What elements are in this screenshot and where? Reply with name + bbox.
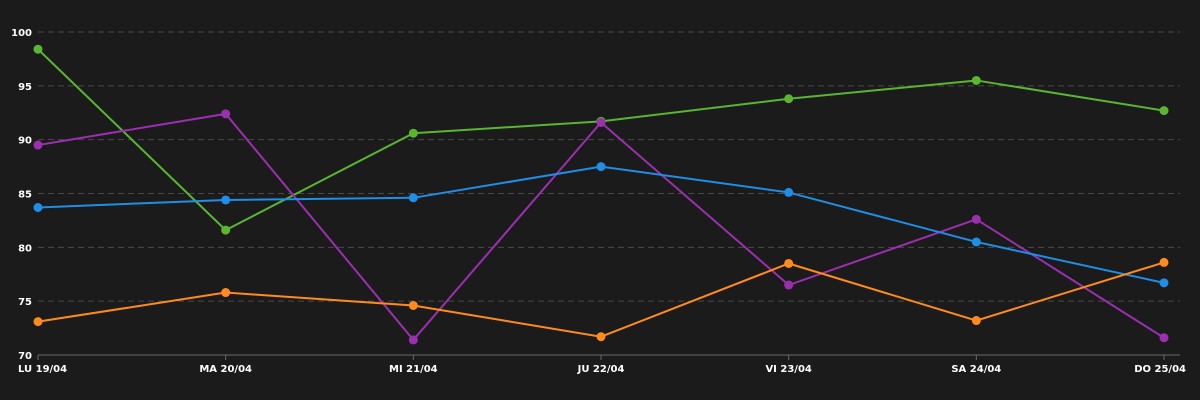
data-point-green[interactable]: [1159, 106, 1169, 116]
data-point-green[interactable]: [33, 44, 43, 54]
data-point-blue[interactable]: [33, 202, 43, 212]
data-point-blue[interactable]: [784, 187, 794, 197]
data-point-purple[interactable]: [33, 140, 43, 150]
x-tick-label: VI 23/04: [765, 364, 811, 375]
series-blue: [33, 162, 1169, 288]
data-point-green[interactable]: [408, 128, 418, 138]
y-tick-label: 100: [11, 28, 32, 39]
data-point-orange[interactable]: [784, 258, 794, 268]
x-tick-label: LU 19/04: [18, 364, 67, 375]
series-line-blue: [37, 165, 1165, 284]
data-point-blue[interactable]: [1159, 278, 1169, 288]
y-tick-label: 70: [18, 351, 32, 362]
y-tick-label: 90: [18, 136, 32, 147]
data-point-orange[interactable]: [33, 317, 43, 327]
series: [33, 44, 1169, 345]
data-point-purple[interactable]: [221, 109, 231, 119]
data-point-orange[interactable]: [1159, 257, 1169, 267]
data-point-blue[interactable]: [408, 193, 418, 203]
series-purple: [33, 109, 1169, 345]
data-point-purple[interactable]: [971, 214, 981, 224]
y-tick-label: 95: [18, 82, 32, 93]
series-line-purple: [37, 112, 1165, 342]
data-point-blue[interactable]: [971, 237, 981, 247]
data-point-blue[interactable]: [221, 195, 231, 205]
grid: [38, 31, 1180, 356]
series-line-orange: [37, 261, 1165, 338]
x-tick-label: DO 25/04: [1134, 364, 1186, 375]
data-point-green[interactable]: [221, 225, 231, 235]
y-tick-label: 80: [18, 243, 32, 254]
data-point-purple[interactable]: [1159, 333, 1169, 343]
y-axis-ticks: 70 75 80 85 90 95 100: [11, 28, 32, 362]
data-point-purple[interactable]: [784, 280, 794, 290]
x-tick-label: SA 24/04: [951, 364, 1001, 375]
data-point-green[interactable]: [784, 94, 794, 104]
x-tick-label: MA 20/04: [199, 364, 252, 375]
y-tick-label: 75: [18, 297, 32, 308]
data-point-orange[interactable]: [408, 300, 418, 310]
data-point-orange[interactable]: [221, 288, 231, 298]
data-point-purple[interactable]: [408, 335, 418, 345]
data-point-purple[interactable]: [596, 117, 606, 127]
series-orange: [33, 257, 1169, 342]
data-point-green[interactable]: [971, 75, 981, 85]
x-axis-ticks: LU 19/04 MA 20/04 MI 21/04 JU 22/04 VI 23/04…: [18, 355, 1186, 375]
x-tick-label: JU 22/04: [577, 364, 625, 375]
data-point-orange[interactable]: [971, 316, 981, 326]
data-point-blue[interactable]: [596, 162, 606, 172]
x-tick-label: MI 21/04: [389, 364, 438, 375]
y-tick-label: 85: [18, 190, 32, 201]
data-point-orange[interactable]: [596, 332, 606, 342]
